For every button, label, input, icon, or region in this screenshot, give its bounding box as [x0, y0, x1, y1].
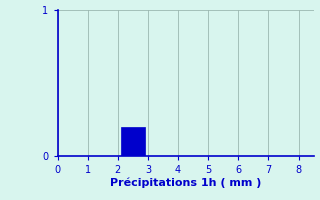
X-axis label: Précipitations 1h ( mm ): Précipitations 1h ( mm )	[110, 178, 261, 188]
Bar	[121, 127, 145, 156]
